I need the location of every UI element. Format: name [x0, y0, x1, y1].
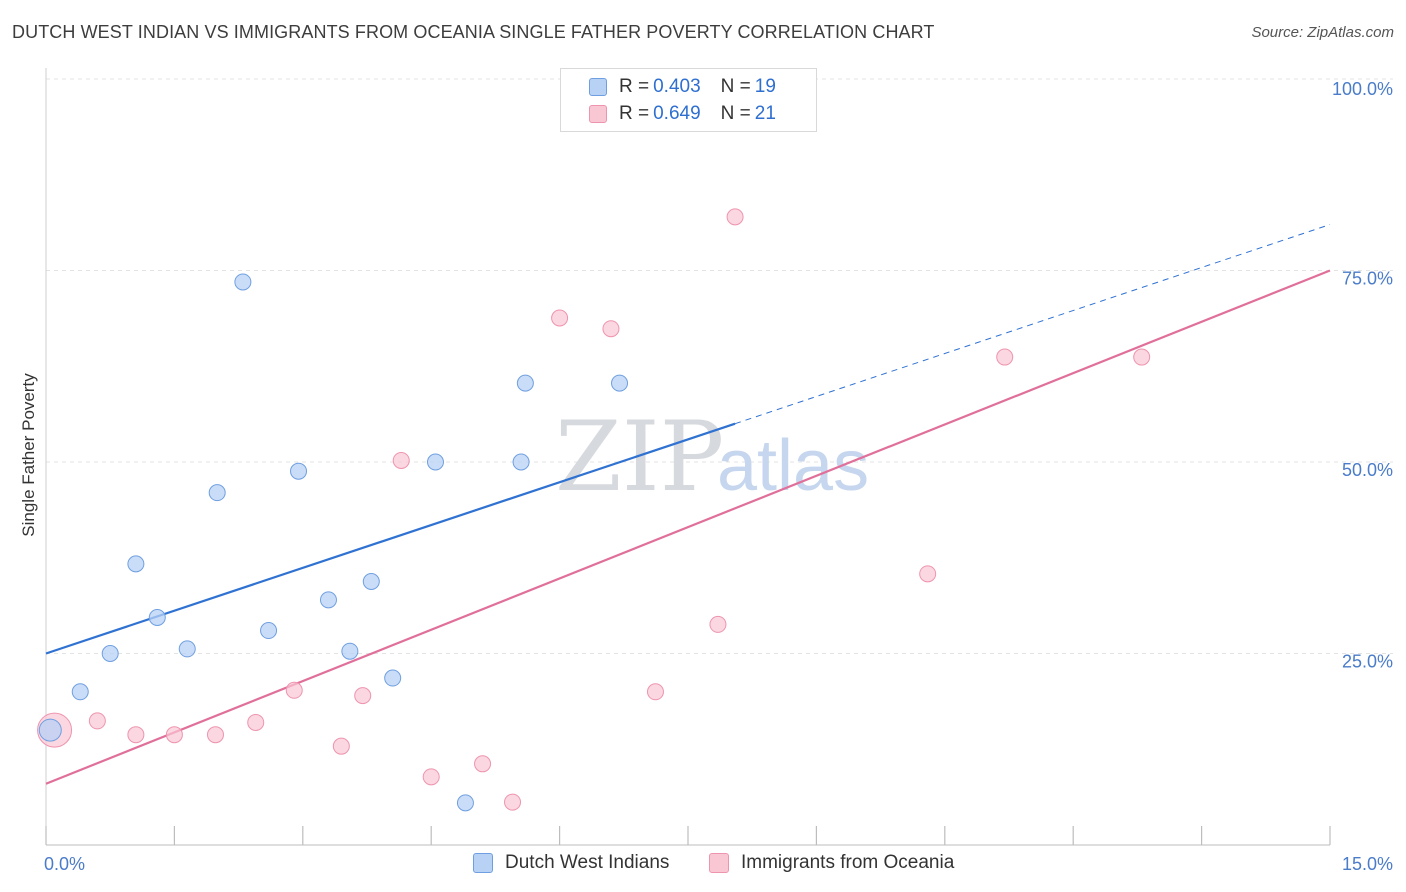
trend-line-dashed-dutch-west-indians	[734, 224, 1331, 425]
data-point-immigrants-from-oceania	[474, 755, 492, 773]
data-point-immigrants-from-oceania	[332, 737, 350, 755]
data-point-dutch-west-indians	[456, 794, 474, 812]
data-point-dutch-west-indians	[260, 622, 278, 640]
watermark-atlas: atlas	[717, 426, 869, 506]
legend-item-immigrants-from-oceania: Immigrants from Oceania	[709, 852, 954, 874]
data-point-dutch-west-indians	[341, 642, 359, 660]
legend-label-immigrants-from-oceania: Immigrants from Oceania	[741, 852, 955, 873]
watermark-zip: ZIP	[555, 401, 724, 513]
x-tick-label: 0.0%	[44, 854, 85, 874]
x-tick-label: 15.0%	[1342, 854, 1393, 874]
data-point-dutch-west-indians	[148, 608, 166, 626]
data-point-dutch-west-indians	[426, 453, 444, 471]
data-point-immigrants-from-oceania	[646, 683, 664, 701]
legend-r-value: 0.649	[653, 103, 701, 124]
data-point-immigrants-from-oceania	[504, 793, 522, 811]
data-point-immigrants-from-oceania	[919, 565, 937, 583]
legend-row-immigrants-from-oceania: R = 0.649 N = 21	[561, 101, 776, 127]
tick-labels: 25.0% 50.0% 75.0% 100.0% 0.0% 15.0%	[44, 79, 1393, 874]
legend-row-dutch-west-indians: R = 0.403 N = 19	[561, 74, 776, 100]
data-point-immigrants-from-oceania	[602, 320, 620, 338]
data-point-immigrants-from-oceania	[285, 681, 303, 699]
data-point-dutch-west-indians	[208, 484, 226, 502]
legend-n-value: 21	[754, 103, 776, 124]
data-point-dutch-west-indians	[384, 669, 402, 687]
data-point-dutch-west-indians	[127, 555, 145, 573]
data-points	[37, 208, 1151, 812]
y-tick-label: 75.0%	[1342, 269, 1393, 289]
data-point-dutch-west-indians	[38, 718, 62, 742]
legend-swatch-blue	[589, 78, 607, 96]
series-legend: Dutch West Indians Immigrants from Ocean…	[0, 852, 1406, 878]
data-point-immigrants-from-oceania	[88, 712, 106, 730]
chart-title: DUTCH WEST INDIAN VS IMMIGRANTS FROM OCE…	[12, 22, 935, 42]
data-point-immigrants-from-oceania	[709, 615, 727, 633]
data-point-immigrants-from-oceania	[247, 713, 265, 731]
legend-label-dutch-west-indians: Dutch West Indians	[505, 852, 670, 873]
data-point-dutch-west-indians	[362, 572, 380, 590]
data-point-dutch-west-indians	[290, 462, 308, 480]
data-point-dutch-west-indians	[178, 640, 196, 658]
data-point-dutch-west-indians	[319, 591, 337, 609]
data-point-dutch-west-indians	[101, 645, 119, 662]
data-point-immigrants-from-oceania	[422, 768, 440, 786]
data-point-dutch-west-indians	[234, 273, 252, 291]
data-point-immigrants-from-oceania	[206, 726, 224, 744]
data-point-immigrants-from-oceania	[1133, 348, 1151, 366]
legend-n-label: N =	[720, 103, 751, 124]
y-axis-label: Single Father Poverty	[19, 373, 38, 537]
data-point-immigrants-from-oceania	[996, 348, 1014, 366]
legend-swatch-blue	[473, 853, 493, 873]
trend-line-immigrants-from-oceania	[45, 269, 1331, 785]
data-point-dutch-west-indians	[516, 374, 534, 392]
watermark: ZIP atlas	[555, 401, 869, 513]
legend-r-label: R =	[619, 103, 650, 124]
legend-swatch-pink	[589, 105, 607, 123]
data-point-dutch-west-indians	[512, 453, 530, 471]
y-tick-label: 25.0%	[1342, 652, 1393, 672]
y-tick-label: 50.0%	[1342, 460, 1393, 480]
data-point-immigrants-from-oceania	[127, 726, 145, 744]
legend-r-label: R =	[619, 76, 650, 97]
legend-n-value: 19	[754, 76, 776, 97]
legend-r-value: 0.403	[653, 76, 701, 97]
data-point-dutch-west-indians	[611, 374, 629, 392]
data-point-immigrants-from-oceania	[551, 309, 569, 327]
data-point-dutch-west-indians	[71, 683, 89, 701]
source-label: Source: ZipAtlas.com	[1251, 24, 1394, 41]
data-point-immigrants-from-oceania	[392, 451, 410, 469]
axes	[45, 68, 1331, 846]
grid-lines	[46, 78, 1393, 654]
data-point-immigrants-from-oceania	[165, 726, 183, 744]
y-tick-label: 100.0%	[1332, 79, 1393, 99]
data-point-immigrants-from-oceania	[726, 208, 744, 226]
legend-swatch-pink	[709, 853, 729, 873]
data-point-immigrants-from-oceania	[354, 687, 372, 705]
legend-n-label: N =	[720, 76, 751, 97]
legend-item-dutch-west-indians: Dutch West Indians	[473, 852, 669, 874]
correlation-legend: R = 0.403 N = 19 R = 0.649 N = 21	[560, 68, 817, 132]
